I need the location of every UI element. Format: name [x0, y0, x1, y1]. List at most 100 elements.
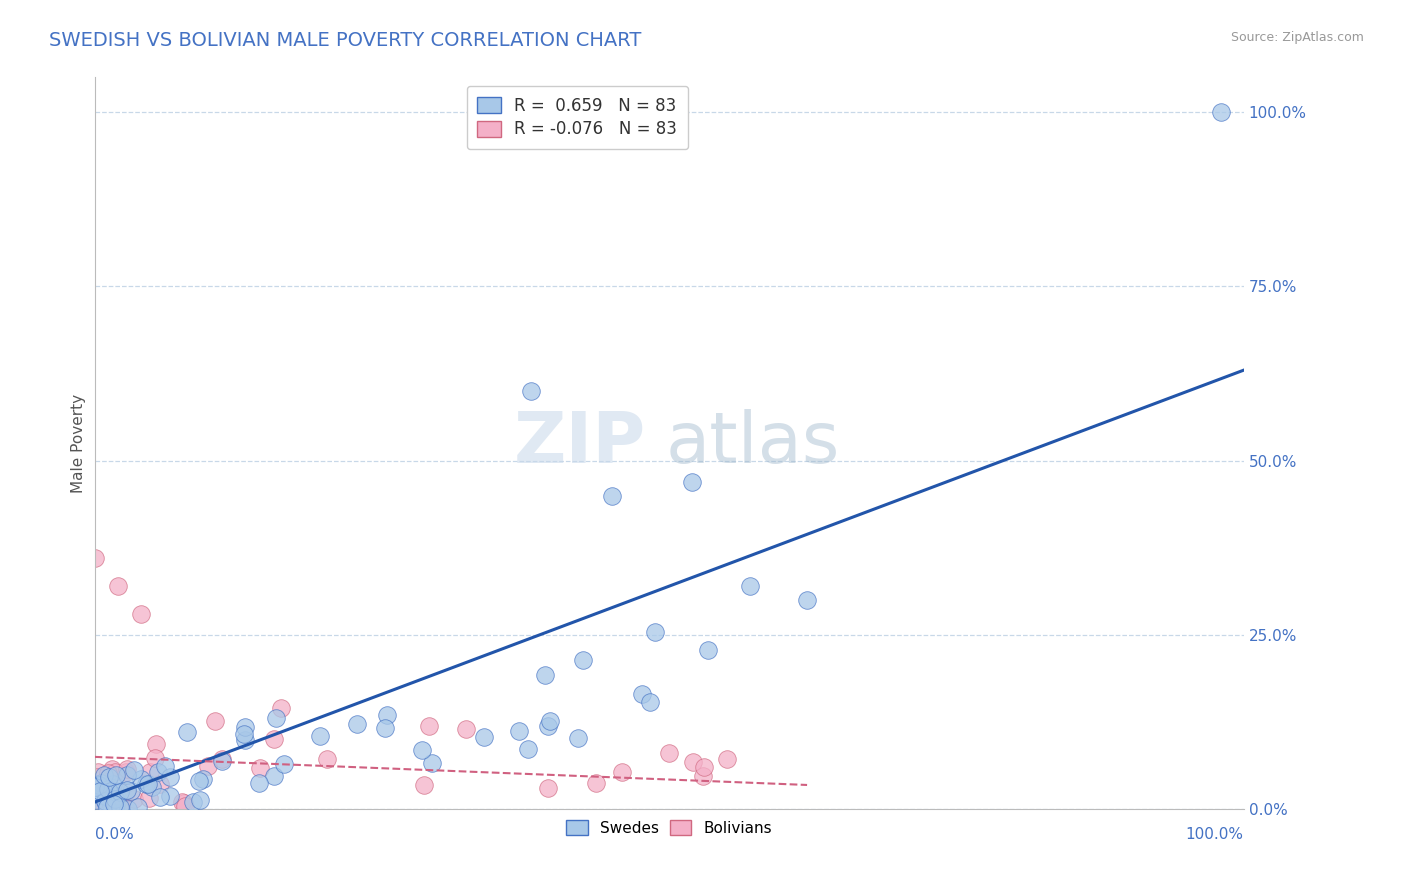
- Point: [83, 784, 105, 798]
- Point: [94, 780, 117, 795]
- Point: [84, 780, 107, 795]
- Point: [796, 593, 818, 607]
- Text: Source: ZipAtlas.com: Source: ZipAtlas.com: [1230, 31, 1364, 45]
- Point: [107, 579, 129, 593]
- Point: [101, 762, 124, 776]
- Point: [159, 789, 181, 804]
- Text: atlas: atlas: [665, 409, 841, 478]
- Point: [273, 757, 295, 772]
- Point: [90, 777, 112, 791]
- Point: [91, 789, 114, 803]
- Point: [90, 776, 112, 790]
- Point: [264, 711, 287, 725]
- Point: [97, 787, 120, 801]
- Point: [682, 755, 704, 769]
- Point: [86, 781, 108, 796]
- Point: [188, 774, 211, 789]
- Point: [454, 723, 477, 737]
- Point: [94, 789, 117, 804]
- Point: [172, 795, 194, 809]
- Point: [104, 792, 127, 806]
- Point: [374, 721, 396, 735]
- Point: [110, 799, 132, 814]
- Point: [270, 701, 292, 715]
- Y-axis label: Male Poverty: Male Poverty: [72, 393, 86, 493]
- Point: [249, 761, 271, 775]
- Point: [93, 768, 115, 782]
- Point: [94, 779, 117, 793]
- Point: [84, 789, 107, 804]
- Point: [94, 777, 117, 791]
- Point: [93, 795, 115, 809]
- Point: [90, 779, 112, 793]
- Point: [638, 695, 661, 709]
- Point: [97, 796, 120, 810]
- Point: [263, 769, 285, 783]
- Point: [84, 780, 107, 794]
- Point: [115, 762, 138, 776]
- Point: [263, 731, 285, 746]
- Point: [309, 729, 332, 743]
- Point: [1209, 105, 1232, 120]
- Text: SWEDISH VS BOLIVIAN MALE POVERTY CORRELATION CHART: SWEDISH VS BOLIVIAN MALE POVERTY CORRELA…: [49, 31, 641, 50]
- Point: [411, 743, 433, 757]
- Point: [173, 796, 195, 810]
- Point: [122, 791, 145, 805]
- Point: [315, 752, 337, 766]
- Point: [247, 776, 270, 790]
- Point: [96, 775, 118, 789]
- Point: [117, 782, 139, 797]
- Point: [90, 799, 112, 814]
- Point: [97, 765, 120, 780]
- Point: [87, 798, 110, 813]
- Point: [692, 769, 714, 783]
- Point: [110, 797, 132, 811]
- Point: [93, 784, 115, 798]
- Point: [537, 780, 560, 795]
- Point: [105, 790, 128, 805]
- Point: [112, 789, 135, 803]
- Text: ZIP: ZIP: [515, 409, 647, 478]
- Point: [94, 794, 117, 808]
- Point: [120, 784, 142, 798]
- Point: [96, 800, 118, 814]
- Point: [105, 767, 128, 781]
- Point: [83, 551, 105, 566]
- Point: [93, 777, 115, 791]
- Point: [115, 785, 138, 799]
- Point: [108, 800, 131, 814]
- Point: [93, 794, 115, 808]
- Point: [84, 780, 107, 794]
- Point: [567, 731, 589, 746]
- Point: [631, 687, 654, 701]
- Point: [122, 763, 145, 777]
- Point: [115, 768, 138, 782]
- Point: [100, 797, 122, 812]
- Point: [139, 765, 162, 780]
- Point: [149, 777, 172, 791]
- Point: [90, 800, 112, 814]
- Point: [141, 780, 163, 794]
- Point: [232, 727, 254, 741]
- Point: [89, 790, 111, 805]
- Point: [127, 800, 149, 814]
- Point: [86, 770, 108, 784]
- Point: [91, 783, 114, 797]
- Point: [89, 784, 111, 798]
- Point: [138, 791, 160, 805]
- Point: [571, 653, 593, 667]
- Point: [233, 720, 256, 734]
- Point: [115, 765, 138, 780]
- Point: [508, 724, 530, 739]
- Point: [104, 764, 127, 779]
- Point: [104, 801, 127, 815]
- Point: [86, 788, 108, 802]
- Point: [738, 579, 761, 593]
- Point: [129, 607, 152, 621]
- Point: [145, 737, 167, 751]
- Point: [110, 784, 132, 798]
- Point: [696, 642, 718, 657]
- Point: [90, 785, 112, 799]
- Point: [146, 765, 169, 780]
- Point: [211, 752, 233, 766]
